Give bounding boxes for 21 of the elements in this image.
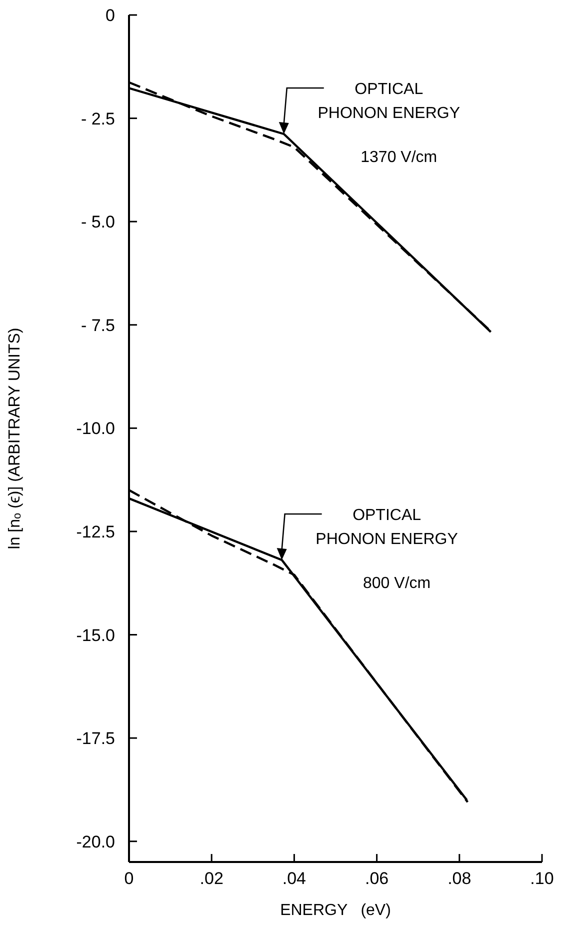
- annotation: 1370 V/cm: [360, 148, 438, 166]
- x-tick-label: .02: [200, 869, 224, 888]
- y-tick-label: -15.0: [76, 626, 115, 645]
- annotation: OPTICAL PHONON ENERGY: [318, 80, 460, 122]
- y-tick-label: 0: [106, 6, 115, 25]
- y-tick-label: - 5.0: [80, 212, 115, 232]
- y-tick-label: - 7.5: [80, 316, 115, 335]
- y-tick-label: -10.0: [76, 419, 115, 438]
- y-tick-label: -12.5: [76, 522, 115, 542]
- y-tick-label: - 2.5: [80, 109, 115, 128]
- y-axis-title: ln [nₒ (ϵ)] (ARBITRARY UNITS): [6, 328, 24, 550]
- annotation: 800 V/cm: [363, 574, 431, 592]
- x-axis-title: ENERGY (eV): [280, 902, 391, 919]
- x-tick-label: 0: [124, 869, 134, 888]
- x-tick-label: .06: [364, 869, 389, 888]
- x-tick-label: .04: [282, 869, 306, 888]
- annotation: OPTICAL PHONON ENERGY: [316, 506, 458, 548]
- x-tick-label: .10: [530, 869, 554, 888]
- x-tick-label: .08: [448, 869, 472, 888]
- y-tick-label: -17.5: [76, 729, 115, 748]
- y-tick-label: -20.0: [76, 832, 115, 852]
